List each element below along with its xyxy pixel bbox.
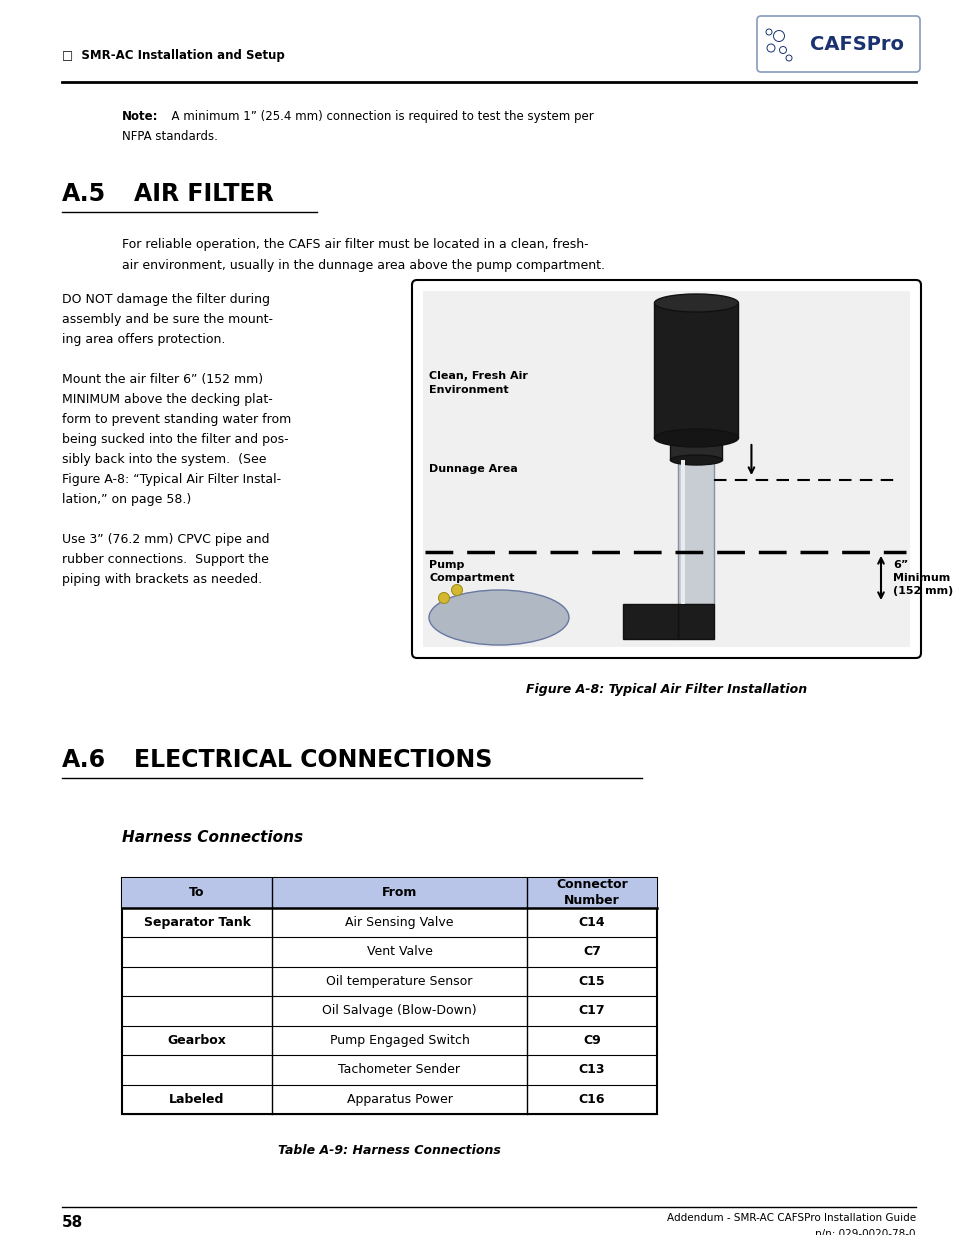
Text: C13: C13 [578, 1063, 604, 1076]
Text: 58: 58 [62, 1215, 83, 1230]
Text: Oil temperature Sensor: Oil temperature Sensor [326, 974, 472, 988]
FancyBboxPatch shape [757, 16, 919, 72]
Text: ing area offers protection.: ing area offers protection. [62, 333, 225, 346]
Text: A.5: A.5 [62, 182, 106, 206]
Text: MINIMUM above the decking plat-: MINIMUM above the decking plat- [62, 393, 273, 406]
Text: For reliable operation, the CAFS air filter must be located in a clean, fresh-: For reliable operation, the CAFS air fil… [122, 238, 588, 251]
Ellipse shape [654, 429, 738, 447]
Text: Figure A-8: “Typical Air Filter Instal-: Figure A-8: “Typical Air Filter Instal- [62, 473, 281, 487]
Text: □  SMR-AC Installation and Setup: □ SMR-AC Installation and Setup [62, 48, 284, 62]
Text: Separator Tank: Separator Tank [143, 915, 251, 929]
Bar [678, 459, 714, 604]
Text: C7: C7 [582, 945, 600, 958]
Text: air environment, usually in the dunnage area above the pump compartment.: air environment, usually in the dunnage … [122, 258, 604, 272]
Bar [654, 303, 738, 438]
Text: Apparatus Power: Apparatus Power [346, 1093, 452, 1105]
Ellipse shape [654, 294, 738, 312]
Bar [122, 878, 657, 1114]
Bar [122, 878, 657, 908]
Text: C15: C15 [578, 974, 604, 988]
Text: From: From [381, 887, 416, 899]
Text: Table A-9: Harness Connections: Table A-9: Harness Connections [277, 1144, 500, 1157]
Text: Pump
Compartment: Pump Compartment [429, 559, 514, 583]
Text: NFPA standards.: NFPA standards. [122, 130, 217, 142]
Text: Air Sensing Valve: Air Sensing Valve [345, 915, 454, 929]
Text: C9: C9 [582, 1034, 600, 1047]
Text: sibly back into the system.  (See: sibly back into the system. (See [62, 453, 266, 466]
Text: ELECTRICAL CONNECTIONS: ELECTRICAL CONNECTIONS [133, 748, 492, 772]
Text: p/n: 029-0020-78-0: p/n: 029-0020-78-0 [815, 1229, 915, 1235]
Text: Pump Engaged Switch: Pump Engaged Switch [329, 1034, 469, 1047]
Text: piping with brackets as needed.: piping with brackets as needed. [62, 573, 262, 585]
Text: C14: C14 [578, 915, 604, 929]
Bar [680, 459, 684, 604]
Text: A.6: A.6 [62, 748, 106, 772]
Text: C16: C16 [578, 1093, 604, 1105]
Text: Tachometer Sender: Tachometer Sender [338, 1063, 460, 1076]
Text: A minimum 1” (25.4 mm) connection is required to test the system per: A minimum 1” (25.4 mm) connection is req… [164, 110, 593, 124]
Text: rubber connections.  Support the: rubber connections. Support the [62, 553, 269, 566]
Text: Note:: Note: [122, 110, 158, 124]
Text: Harness Connections: Harness Connections [122, 830, 303, 845]
Text: Dunnage Area: Dunnage Area [429, 464, 517, 474]
Bar [678, 604, 714, 638]
Text: assembly and be sure the mount-: assembly and be sure the mount- [62, 312, 273, 326]
Bar [670, 438, 721, 459]
Text: Labeled: Labeled [169, 1093, 225, 1105]
FancyBboxPatch shape [412, 280, 920, 658]
Text: being sucked into the filter and pos-: being sucked into the filter and pos- [62, 433, 289, 446]
Text: CAFSPro: CAFSPro [809, 35, 903, 53]
Circle shape [451, 584, 462, 595]
Bar [623, 604, 678, 638]
Text: lation,” on page 58.): lation,” on page 58.) [62, 493, 191, 506]
Ellipse shape [429, 590, 568, 645]
Circle shape [438, 593, 449, 604]
Text: To: To [189, 887, 205, 899]
Text: DO NOT damage the filter during: DO NOT damage the filter during [62, 293, 270, 306]
Text: 6”
Minimum
(152 mm): 6” Minimum (152 mm) [892, 559, 952, 597]
Text: Vent Valve: Vent Valve [366, 945, 432, 958]
Bar [422, 291, 909, 647]
Text: C17: C17 [578, 1004, 604, 1018]
Text: Connector
Number: Connector Number [556, 878, 627, 908]
Text: Gearbox: Gearbox [168, 1034, 226, 1047]
Text: Clean, Fresh Air
Environment: Clean, Fresh Air Environment [429, 372, 527, 395]
Text: form to prevent standing water from: form to prevent standing water from [62, 412, 291, 426]
Ellipse shape [670, 454, 721, 466]
Text: Use 3” (76.2 mm) CPVC pipe and: Use 3” (76.2 mm) CPVC pipe and [62, 534, 269, 546]
Text: Mount the air filter 6” (152 mm): Mount the air filter 6” (152 mm) [62, 373, 263, 387]
Text: Addendum - SMR-AC CAFSPro Installation Guide: Addendum - SMR-AC CAFSPro Installation G… [666, 1213, 915, 1223]
Text: AIR FILTER: AIR FILTER [133, 182, 274, 206]
Text: Oil Salvage (Blow-Down): Oil Salvage (Blow-Down) [322, 1004, 476, 1018]
Text: Figure A-8: Typical Air Filter Installation: Figure A-8: Typical Air Filter Installat… [525, 683, 806, 697]
